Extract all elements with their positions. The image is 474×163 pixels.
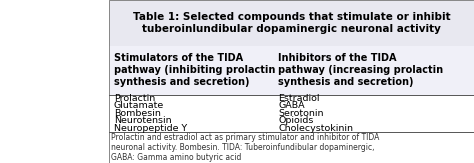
Text: Neuropeptide Y: Neuropeptide Y <box>114 124 187 133</box>
Text: Glutamate: Glutamate <box>114 101 164 110</box>
Text: Bombesin: Bombesin <box>114 109 161 118</box>
Text: Neurotensin: Neurotensin <box>114 116 172 125</box>
FancyBboxPatch shape <box>109 46 474 95</box>
Text: Estradiol: Estradiol <box>278 94 319 103</box>
Text: Prolactin and estradiol act as primary stimulator and inhibitor of TIDA
neuronal: Prolactin and estradiol act as primary s… <box>111 133 380 162</box>
Text: Inhibitors of the TIDA
pathway (increasing prolactin
synthesis and secretion): Inhibitors of the TIDA pathway (increasi… <box>278 53 443 87</box>
Text: Stimulators of the TIDA
pathway (inhibiting prolactin
synthesis and secretion): Stimulators of the TIDA pathway (inhibit… <box>114 53 275 87</box>
Text: Serotonin: Serotonin <box>278 109 323 118</box>
Text: Opioids: Opioids <box>278 116 313 125</box>
FancyBboxPatch shape <box>109 0 474 46</box>
Text: Table 1: Selected compounds that stimulate or inhibit
tuberoinlundibular dopamin: Table 1: Selected compounds that stimula… <box>133 12 450 34</box>
Text: Prolactin: Prolactin <box>114 94 155 103</box>
Text: GABA: GABA <box>278 101 305 110</box>
Text: Cholecystokinin: Cholecystokinin <box>278 124 353 133</box>
